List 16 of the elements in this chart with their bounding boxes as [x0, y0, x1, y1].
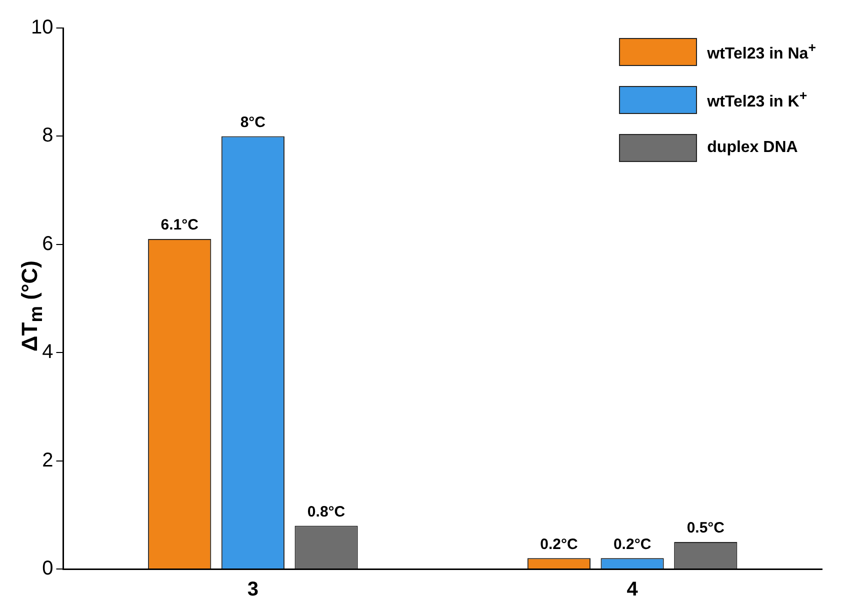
y-tick-label: 4	[42, 341, 54, 364]
y-tick-label: 2	[42, 449, 54, 472]
legend-label: wtTel23 in Na$^{+}$	[707, 40, 816, 64]
data-label: 0.8°C	[307, 503, 346, 520]
legend-label: duplex DNA	[707, 139, 798, 157]
y-tick-label: 10	[30, 16, 54, 39]
y-tick-label: 6	[42, 232, 54, 255]
legend-label: wtTel23 in K$^{+}$	[707, 88, 808, 112]
data-label: 6.1°C	[160, 216, 199, 234]
data-label: 8°C	[240, 114, 266, 131]
y-tick-label: 8	[42, 124, 54, 147]
x-tick-label: 3	[247, 578, 258, 601]
y-tick-label: 0	[42, 558, 54, 580]
data-label: 0.2°C	[540, 536, 578, 553]
data-label: 0.5°C	[686, 520, 725, 537]
data-label: 0.2°C	[613, 536, 652, 553]
